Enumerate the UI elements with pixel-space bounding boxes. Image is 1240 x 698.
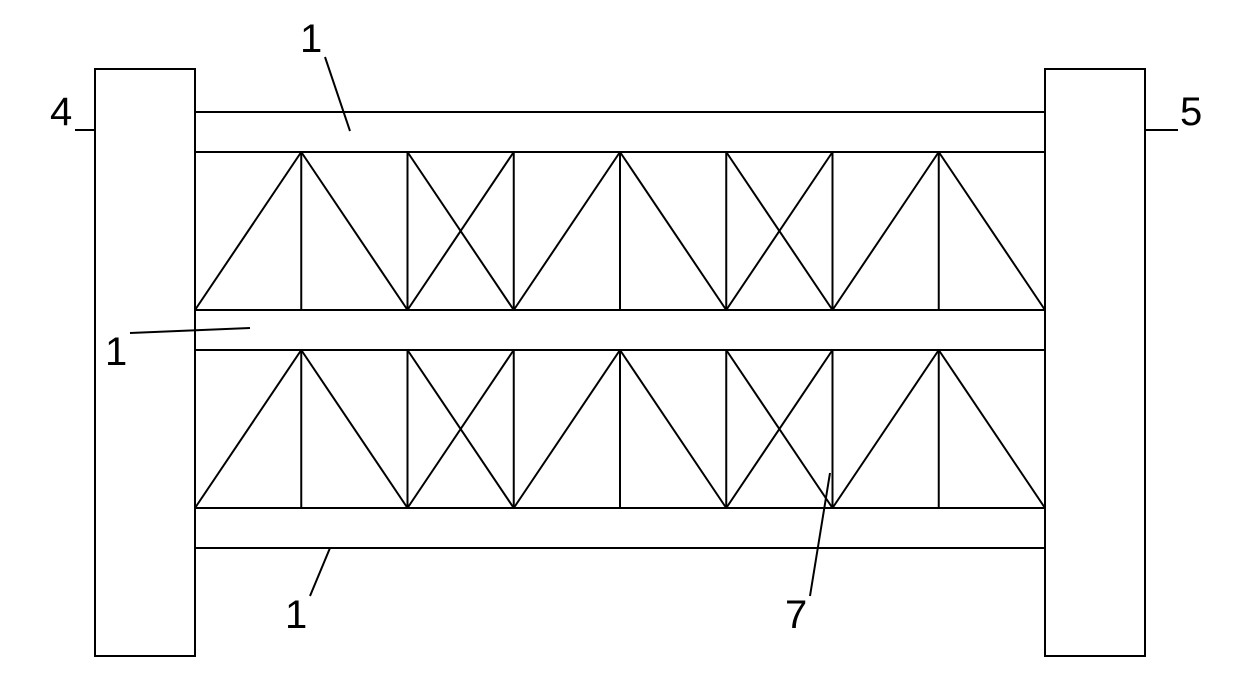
svg-text:5: 5 — [1180, 90, 1202, 134]
svg-text:1: 1 — [300, 17, 322, 61]
svg-text:4: 4 — [50, 90, 72, 134]
technical-diagram: 1 4 5 1 1 7 — [0, 0, 1240, 693]
svg-text:7: 7 — [785, 593, 807, 637]
svg-text:1: 1 — [105, 330, 127, 374]
diagram-container: 1 4 5 1 1 7 — [0, 0, 1240, 693]
svg-text:1: 1 — [285, 593, 307, 637]
